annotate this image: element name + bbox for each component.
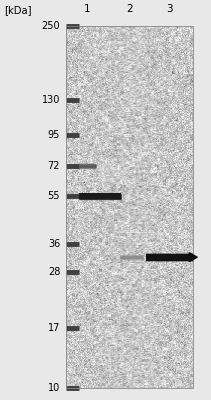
Text: 28: 28: [48, 267, 60, 277]
Text: 72: 72: [48, 161, 60, 171]
Text: 3: 3: [166, 4, 173, 14]
Text: 55: 55: [48, 191, 60, 201]
Text: 130: 130: [42, 94, 60, 104]
Text: 95: 95: [48, 130, 60, 140]
Polygon shape: [189, 253, 197, 262]
Text: 36: 36: [48, 239, 60, 249]
Text: 10: 10: [48, 383, 60, 393]
Text: 2: 2: [126, 4, 133, 14]
Text: 17: 17: [48, 323, 60, 333]
Text: [kDa]: [kDa]: [4, 5, 32, 15]
Bar: [66, 26, 193, 388]
Text: 1: 1: [84, 4, 91, 14]
Text: 250: 250: [42, 21, 60, 31]
